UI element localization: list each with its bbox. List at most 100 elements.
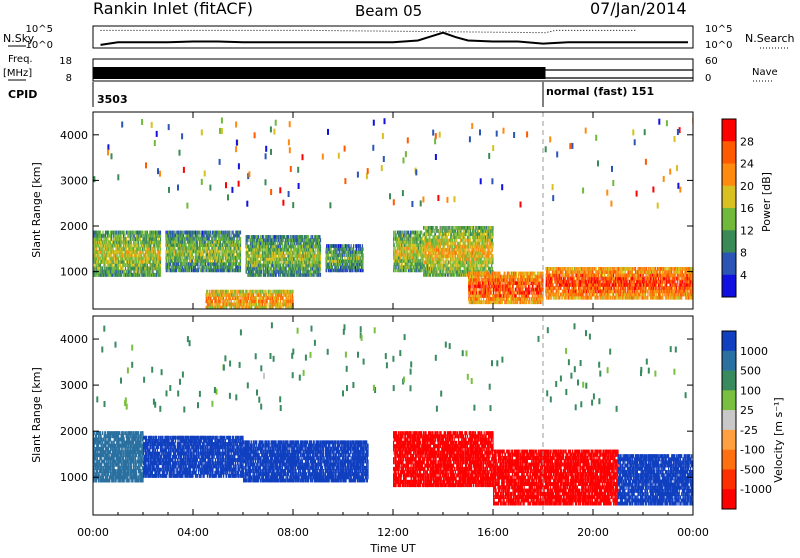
heat-cell [422,234,423,238]
cpid-mode-2: normal (fast) 151 [546,85,654,98]
cpid-mode-1: 3503 [97,93,128,106]
heat-cell [227,231,228,235]
nsky-series [101,30,689,45]
nsky-tick-bottom: 10^0 [26,40,53,51]
heat-cell [423,226,424,230]
heat-cell [301,273,302,277]
heat-cell [352,269,353,273]
freq-series [93,67,693,79]
heat-cell [132,257,133,261]
heat-cell [261,270,262,274]
heat-cell [440,232,441,236]
heat-cell [431,248,432,252]
heat-cell [334,263,335,267]
heat-cell [261,264,262,268]
heat-cell [200,268,201,272]
heat-cell [349,244,350,248]
heat-cell [433,226,434,230]
heat-cell [172,231,173,235]
date-title: 07/Jan/2014 [590,0,687,18]
heat-cell [395,246,396,250]
cpid-label: CPID [8,88,37,101]
heat-cell [437,235,438,239]
nave-tick-top: 60 [705,56,718,67]
nsky-tick-top: 10^5 [26,24,53,35]
heat-cell [434,257,435,261]
heat-cell [337,263,338,267]
heat-cell [447,239,448,243]
beam-title: Beam 05 [355,2,422,20]
heat-cell [320,245,321,249]
freq-panel: Freq. [MHz] 18 8 60 0 Nave [3,54,778,84]
heat-cell [131,237,132,241]
heat-cell [109,234,110,238]
heat-cell [121,240,122,244]
heat-cell [362,244,363,248]
heat-cell [357,269,358,273]
heat-cell [330,263,331,267]
heat-cell [240,237,241,241]
heat-cell [110,231,111,235]
heat-cell [331,269,332,273]
freq-tick-bottom: 8 [66,73,72,84]
heat-cell [137,231,138,235]
heat-cell [297,235,298,239]
nsky-line [101,33,689,45]
station-title: Rankin Inlet (fitACF) [93,0,253,18]
nsky-panel: N.Sky 10^5 10^0 10^5 10^0 N.Search [3,24,795,51]
heat-cell [222,231,223,235]
heat-cell [421,231,422,235]
heat-cell [202,231,203,235]
heat-cell [341,269,342,273]
heat-cell [360,269,361,273]
heat-cell [448,232,449,236]
cpid-row: CPID 3503 normal (fast) 151 [8,82,654,107]
freq-tick-top: 18 [59,56,72,67]
heat-cell [346,269,347,273]
heat-cell [269,267,270,271]
heat-cell [333,269,334,273]
heat-cell [431,232,432,236]
heat-cell [113,231,114,235]
heat-cell [183,231,184,235]
nsearch-tick-top: 10^5 [705,24,732,35]
heat-cell [231,231,232,235]
nsearch-label: N.Search [745,32,795,45]
heat-cell [198,268,199,272]
heat-cell [129,231,130,235]
heat-cell [331,250,332,254]
heat-cell [346,253,347,257]
heat-cell [419,259,420,263]
heat-cell [134,231,135,235]
heat-cell [360,244,361,248]
heat-cell [415,231,416,235]
heat-cell [160,257,161,261]
heat-cell [261,254,262,258]
heat-cell [334,269,335,273]
heat-cell [441,242,442,246]
nsearch-tick-bottom: 10^0 [705,40,732,51]
heat-cell [453,267,454,271]
heat-cell [119,260,120,264]
heat-cell [312,235,313,239]
nave-tick-bottom: 0 [705,73,711,84]
heat-cell [350,263,351,267]
heat-cell [362,263,363,267]
heat-cell [240,231,241,235]
heat-cell [219,231,220,235]
heat-cell [258,235,259,239]
heat-cell [337,244,338,248]
heat-cell [358,269,359,273]
nsky-frame [93,26,693,48]
heat-cell [347,269,348,273]
heat-cell [417,231,418,235]
heat-cell [344,269,345,273]
heat-cell [339,247,340,251]
heat-cell [276,235,277,239]
heat-cell [447,267,448,271]
heat-cell [342,244,343,248]
heat-cell [426,248,427,252]
